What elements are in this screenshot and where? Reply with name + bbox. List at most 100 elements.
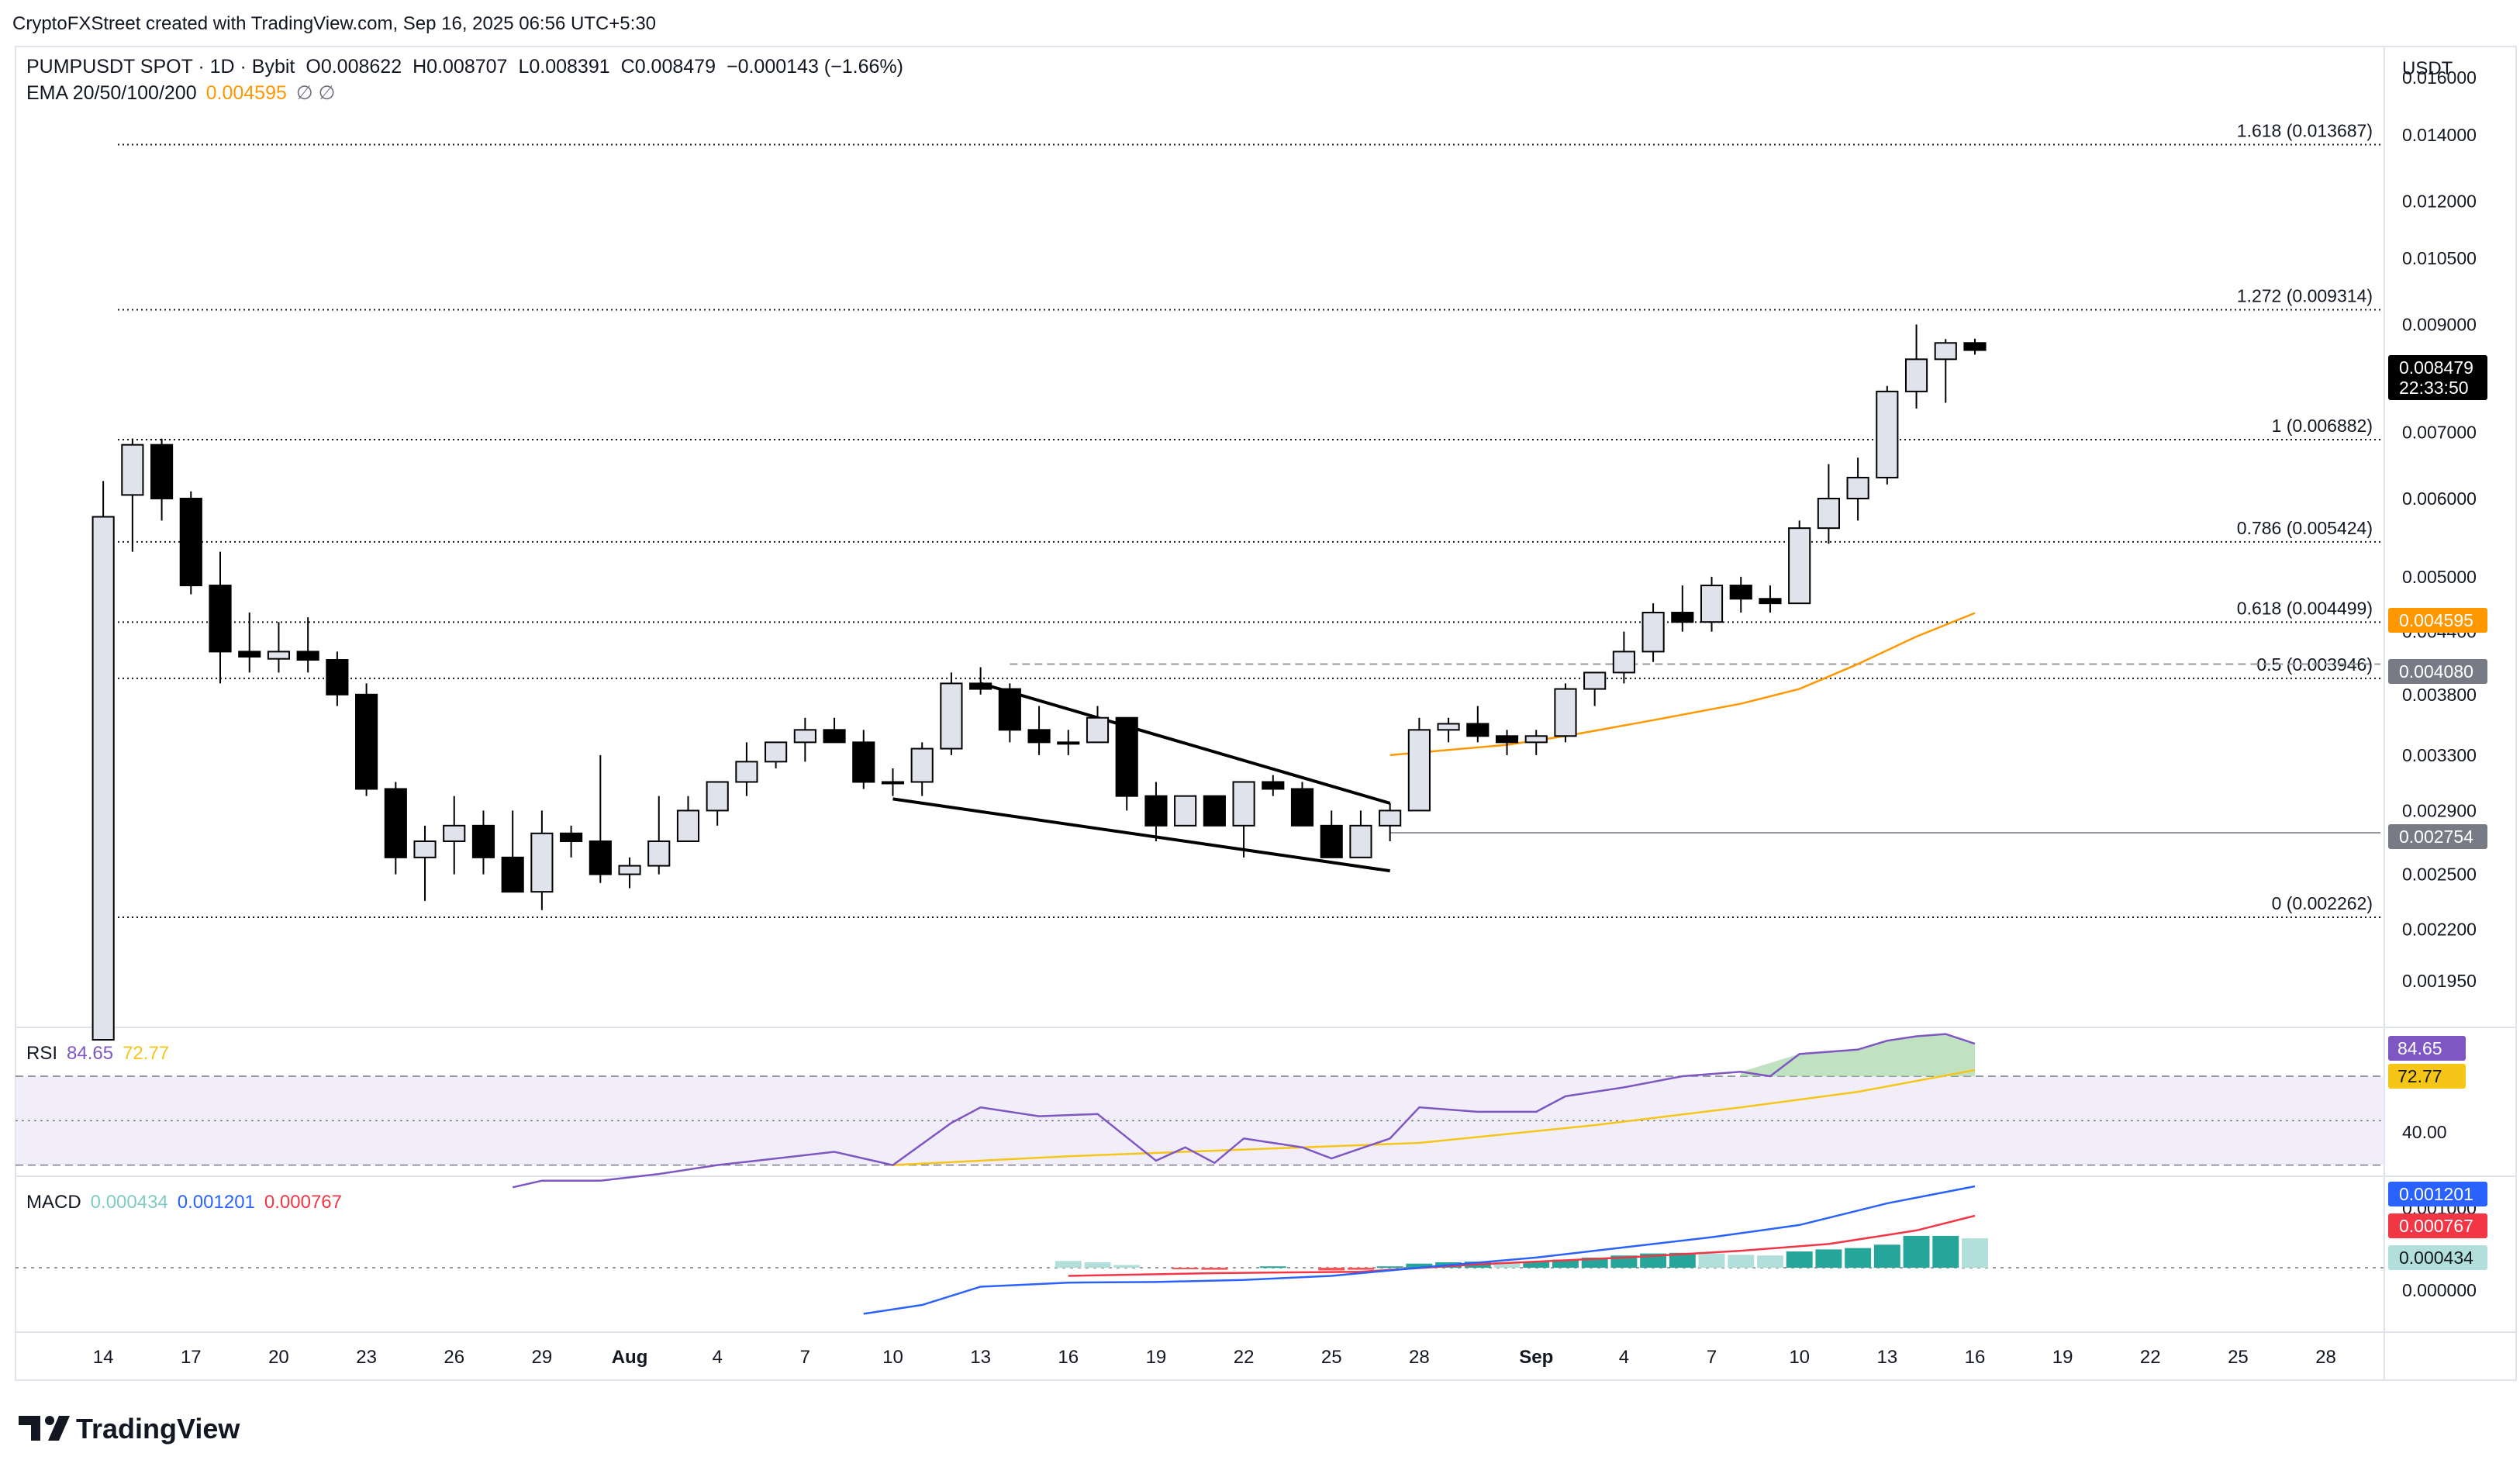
candle-body	[1788, 527, 1811, 605]
time-axis-tick: 22	[1234, 1347, 1255, 1368]
rsi-legend: RSI 84.65 72.77	[26, 1043, 169, 1064]
candle-up	[1437, 717, 1460, 743]
candle-body	[1583, 671, 1607, 690]
candle-down	[969, 667, 992, 695]
candle-body	[793, 729, 816, 744]
candle-body	[1379, 809, 1402, 827]
candle-up	[1612, 631, 1635, 684]
ema-badge	[2388, 608, 2487, 633]
macd-value: 0.001201	[178, 1192, 255, 1213]
level-a-badge	[2388, 659, 2487, 684]
rsi-axis-tick: 40.00	[2402, 1122, 2447, 1142]
candle-body	[1671, 612, 1694, 623]
candle-body	[852, 741, 875, 783]
currency-label: USDT	[2402, 58, 2453, 79]
candle-up	[765, 741, 788, 768]
candle-up	[1379, 803, 1402, 841]
price-axis-tick: 0.007000	[2402, 423, 2477, 443]
wedge-lower-line	[892, 797, 1390, 873]
candle-down	[1262, 775, 1285, 796]
horizontal-lines	[1010, 663, 2380, 834]
candle-up	[1057, 730, 1080, 755]
time-axis-tick: 10	[1789, 1347, 1810, 1368]
candle-body	[1904, 358, 1928, 392]
candle-up	[91, 481, 115, 1041]
main-legend: PUMPUSDT SPOT · 1D · Bybit O0.008622 H0.00…	[26, 56, 903, 104]
price-axis-tick: 0.012000	[2402, 191, 2477, 211]
candle-body	[1846, 476, 1869, 499]
candle-up	[530, 810, 554, 910]
candle-down	[238, 613, 261, 673]
macd-hist-bar	[1786, 1251, 1813, 1268]
candle-up	[1641, 603, 1665, 662]
candle-down	[1963, 338, 1987, 355]
candle-body	[647, 840, 671, 867]
macd-hist-bar	[1932, 1235, 1959, 1268]
candle-down	[1466, 706, 1490, 743]
candle-up	[1846, 457, 1869, 521]
macd-hist-bar	[1523, 1262, 1550, 1268]
candle-body	[676, 809, 700, 842]
candle-body	[881, 781, 905, 785]
macd-panel: MACD 0.000434 0.001201 0.000767 0.001000 0.…	[16, 1182, 2487, 1315]
candle-up	[647, 796, 671, 875]
candle-up	[1349, 810, 1372, 858]
time-axis-tick: 7	[800, 1347, 810, 1368]
candle-body	[1407, 729, 1431, 812]
macd-hist-bar	[1873, 1244, 1900, 1268]
candle-body	[823, 729, 846, 744]
price-axis-tick: 0.010500	[2402, 248, 2477, 268]
candle-down	[1320, 810, 1343, 858]
time-axis-tick: 28	[2315, 1347, 2336, 1368]
candle-up	[267, 622, 291, 673]
price-axis-tick: 0.002200	[2402, 919, 2477, 939]
macd-hist-bar	[1172, 1267, 1199, 1269]
macd-hist-bar	[1669, 1252, 1696, 1268]
macd-hist-value: 0.000434	[91, 1192, 168, 1213]
tradingview-logo-icon	[19, 1416, 70, 1441]
time-axis-tick: 16	[1058, 1347, 1079, 1368]
macd-hist-bar	[1552, 1259, 1579, 1268]
candle-down	[150, 438, 174, 521]
candle-down	[209, 551, 232, 684]
time-axis-tick: 13	[970, 1347, 991, 1368]
candle-body	[1963, 342, 1987, 351]
hist-badge	[2388, 1245, 2487, 1270]
price-axis-tick: 0.001950	[2402, 971, 2477, 991]
time-axis-tick: 25	[1321, 1347, 1342, 1368]
candle-down	[1115, 716, 1138, 811]
rsi-badge-value: 84.65	[2397, 1038, 2442, 1058]
rsi-value: 84.65	[67, 1043, 113, 1064]
candle-down	[852, 730, 875, 789]
time-axis-tick: 20	[268, 1347, 289, 1368]
legend-open: 0.008622	[321, 56, 402, 78]
macd-hist-bar	[1815, 1249, 1842, 1268]
candle-body	[1203, 795, 1226, 827]
macd-hist-bar	[1493, 1262, 1521, 1268]
time-axis-tick: 19	[2052, 1347, 2073, 1368]
level-a-value: 0.004080	[2399, 661, 2473, 682]
macd-line	[863, 1185, 1976, 1315]
legend-ema-flags: ∅ ∅	[296, 82, 336, 104]
candle-up	[413, 825, 437, 901]
rsi-label: RSI	[26, 1043, 57, 1064]
candle-up	[676, 796, 700, 842]
candle-body	[326, 659, 349, 696]
macd-hist-bar	[1201, 1267, 1228, 1270]
candle-body	[706, 781, 729, 812]
candle-body	[940, 682, 963, 750]
last-price-badge	[2388, 355, 2487, 400]
candle-body	[413, 840, 437, 858]
candle-body	[530, 832, 554, 893]
macd-hist-bar	[1406, 1263, 1433, 1268]
legend-change: −0.000143 (−1.66%)	[727, 56, 903, 78]
candle-body	[1466, 723, 1490, 737]
time-axis-tick: 29	[532, 1347, 553, 1368]
candle-body	[1729, 585, 1752, 600]
legend-high: 0.008707	[426, 56, 507, 78]
legend-ema-label: EMA 20/50/100/200	[26, 82, 197, 104]
macd-hist-bar	[1259, 1266, 1286, 1269]
candle-up	[1086, 706, 1110, 744]
time-axis-tick: 14	[93, 1347, 114, 1368]
